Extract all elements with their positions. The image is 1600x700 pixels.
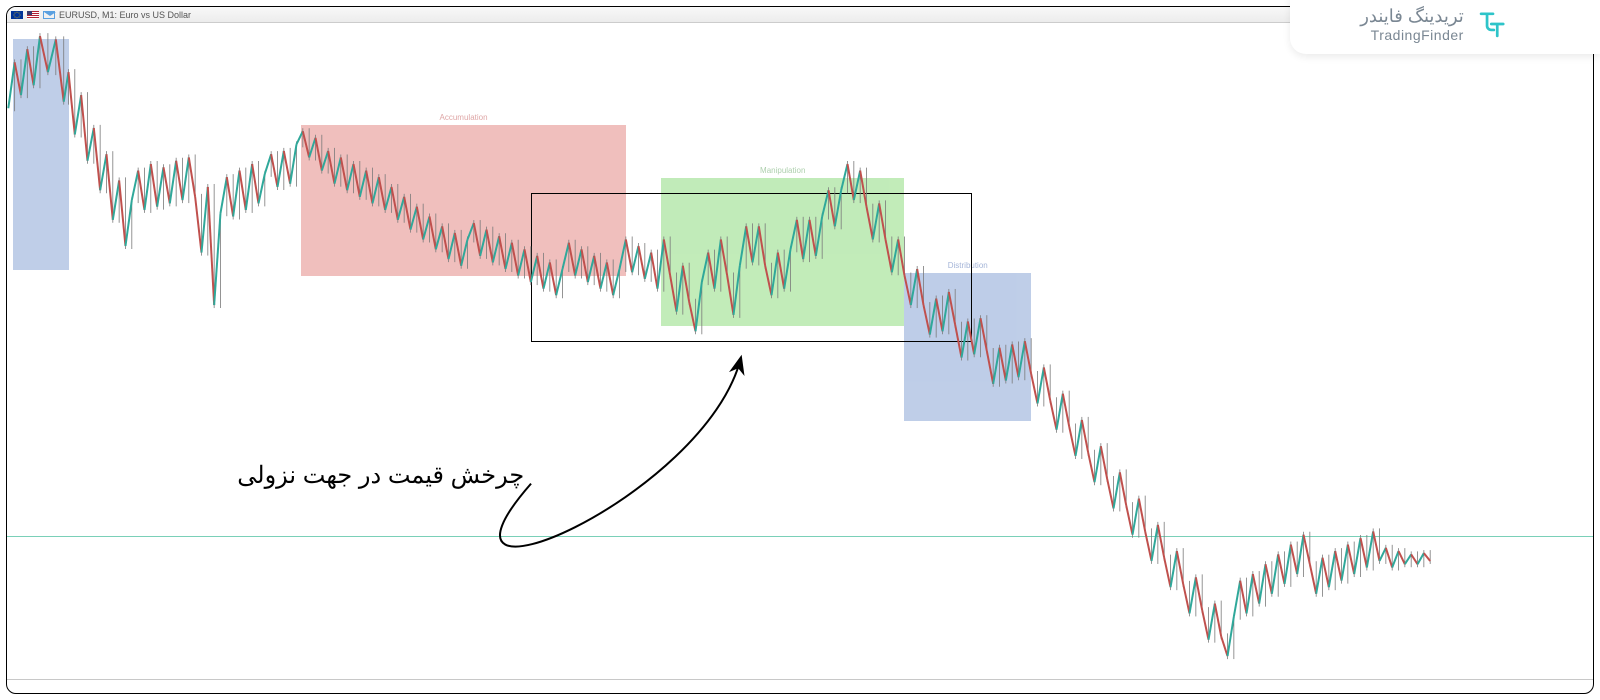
brand-logo-icon — [1476, 7, 1510, 41]
price-series — [7, 7, 1593, 693]
annotation-text: چرخش قیمت در جهت نزولی — [237, 461, 524, 490]
highlight-rect — [531, 193, 972, 342]
zone-0 — [13, 39, 69, 269]
mail-icon — [43, 11, 55, 19]
frame: EURUSD, M1: Euro vs US Dollar Accumulati… — [0, 0, 1600, 700]
x-axis — [7, 679, 1593, 693]
zone-label: Manipulation — [661, 166, 904, 175]
brand-name-en: TradingFinder — [1360, 27, 1464, 43]
brand-text: تریدینگ فایندر TradingFinder — [1360, 6, 1464, 43]
brand-badge: تریدینگ فایندر TradingFinder — [1290, 0, 1600, 54]
annotation-arrow — [7, 7, 1594, 694]
eu-flag-icon — [11, 11, 23, 19]
chart-window: EURUSD, M1: Euro vs US Dollar Accumulati… — [6, 6, 1594, 694]
us-flag-icon — [27, 11, 39, 19]
brand-name-fa: تریدینگ فایندر — [1360, 6, 1464, 27]
zone-label: Accumulation — [301, 113, 627, 122]
chart-title: EURUSD, M1: Euro vs US Dollar — [59, 10, 191, 20]
price-level-line — [7, 536, 1593, 537]
